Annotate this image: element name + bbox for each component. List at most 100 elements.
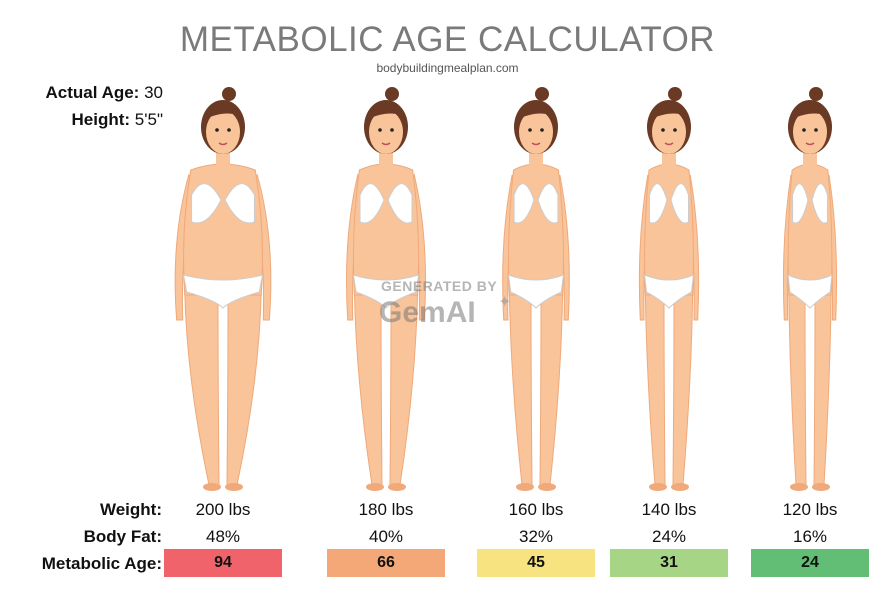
mouth [381, 142, 391, 146]
left-leg [508, 289, 533, 486]
actual-age-value: 30 [144, 83, 163, 102]
torso [508, 163, 564, 296]
torso [644, 163, 694, 296]
weight-value: 200 lbs [195, 500, 251, 519]
right-foot [225, 483, 243, 491]
metabolic-age-badge: 66 [327, 549, 445, 577]
right-leg [226, 289, 262, 486]
hair-bun [809, 87, 823, 101]
left-leg [353, 289, 383, 486]
right-foot [538, 483, 556, 491]
left-foot [516, 483, 534, 491]
torso [352, 163, 420, 296]
mouth [218, 142, 228, 146]
left-arm [345, 173, 364, 321]
hair-bun [385, 87, 399, 101]
hair-back [788, 100, 832, 154]
right-foot [812, 483, 830, 491]
right-leg [539, 289, 564, 486]
height-line: Height: 5'5" [0, 110, 163, 130]
body-fat-value: 24% [651, 527, 687, 546]
left-foot [203, 483, 221, 491]
weight-value: 180 lbs [358, 500, 414, 519]
bra-left [191, 183, 222, 224]
left-foot [790, 483, 808, 491]
hair-bun [668, 87, 682, 101]
body-fat-row-label: Body Fat: [83, 527, 162, 546]
right-foot [388, 483, 406, 491]
hair-back [364, 100, 408, 154]
hair-bun [222, 87, 236, 101]
briefs [643, 274, 695, 309]
bra-left [792, 183, 809, 224]
metabolic-age-badge: 31 [610, 549, 728, 577]
neck [529, 150, 543, 172]
hair-back [514, 100, 558, 154]
left-eye [528, 128, 532, 132]
woman-figure [782, 87, 838, 491]
bra-right [811, 183, 828, 224]
neck [216, 150, 230, 172]
bra-left [513, 183, 535, 224]
left-eye [661, 128, 665, 132]
left-leg [788, 289, 807, 486]
actual-age-label: Actual Age: [45, 83, 140, 102]
metabolic-age-badge: 45 [477, 549, 595, 577]
face [369, 110, 403, 154]
left-leg [644, 289, 666, 486]
hair-bun [535, 87, 549, 101]
body-fat-value: 40% [368, 527, 404, 546]
sparkle-icon: ✦ [498, 294, 512, 311]
right-foot [671, 483, 689, 491]
left-leg [184, 289, 220, 486]
bra-right [224, 183, 255, 224]
neck [803, 150, 817, 172]
right-eye [540, 128, 544, 132]
watermark-line2: GemAI [379, 296, 476, 329]
woman-figure [502, 87, 570, 491]
left-foot [366, 483, 384, 491]
height-value: 5'5" [134, 110, 163, 129]
face [793, 110, 827, 154]
bra-right [670, 183, 689, 224]
left-eye [215, 128, 219, 132]
hair-back [201, 100, 245, 154]
hair-fringe [366, 106, 406, 120]
right-eye [390, 128, 394, 132]
torso [787, 163, 833, 296]
briefs [182, 274, 264, 309]
face [519, 110, 553, 154]
right-eye [814, 128, 818, 132]
left-eye [802, 128, 806, 132]
metabolic-age-badge: 24 [751, 549, 869, 577]
body-fat-value: 16% [792, 527, 828, 546]
torso [183, 163, 263, 296]
right-arm [250, 173, 272, 321]
height-label: Height: [71, 110, 131, 129]
left-arm [638, 174, 653, 321]
face [652, 110, 686, 154]
bra-left [649, 183, 668, 224]
right-arm [555, 174, 570, 321]
mouth [531, 142, 541, 146]
right-leg [813, 289, 832, 486]
actual-age-line: Actual Age: 30 [0, 83, 163, 103]
hair-fringe [203, 106, 243, 120]
weight-value: 140 lbs [641, 500, 697, 519]
woman-figure [174, 87, 272, 491]
left-arm [782, 174, 795, 321]
right-eye [227, 128, 231, 132]
mouth [664, 142, 674, 146]
weight-row-label: Weight: [99, 500, 162, 519]
right-arm [825, 174, 838, 321]
hair-fringe [790, 106, 830, 120]
watermark-line1: GENERATED BY [381, 278, 498, 294]
face [206, 110, 240, 154]
body-fat-value: 48% [205, 527, 241, 546]
hair-fringe [649, 106, 689, 120]
neck [662, 150, 676, 172]
left-eye [378, 128, 382, 132]
weight-value: 160 lbs [508, 500, 564, 519]
site-url: bodybuildingmealplan.com [376, 61, 519, 75]
metabolic-age-badge: 94 [164, 549, 282, 577]
